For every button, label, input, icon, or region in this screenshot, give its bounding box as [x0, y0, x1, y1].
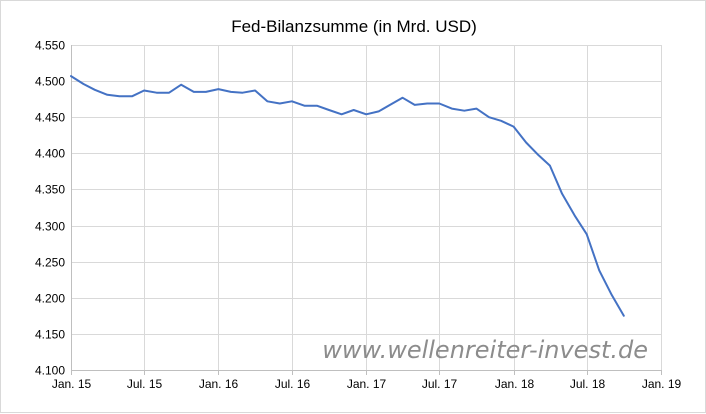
y-tick-label: 4.500	[35, 75, 65, 89]
y-tick-label: 4.100	[35, 364, 65, 378]
y-tick-label: 4.200	[35, 292, 65, 306]
x-tick-label: Jul. 16	[275, 377, 311, 391]
x-tick-label: Jan. 16	[199, 377, 239, 391]
x-tick-label: Jan. 19	[642, 377, 682, 391]
y-tick-label: 4.350	[35, 183, 65, 197]
chart-title: Fed-Bilanzsumme (in Mrd. USD)	[231, 17, 477, 36]
y-tick-label: 4.250	[35, 256, 65, 270]
watermark-text: www.wellenreiter-invest.de	[322, 336, 648, 364]
y-tick-label: 4.300	[35, 220, 65, 234]
x-tick-label: Jul. 15	[127, 377, 163, 391]
x-tick-label: Jan. 17	[347, 377, 387, 391]
series-line	[70, 75, 625, 317]
y-tick-label: 4.150	[35, 328, 65, 342]
x-tick-label: Jul. 17	[422, 377, 458, 391]
series-layer	[70, 75, 625, 317]
x-tick-label: Jan. 18	[495, 377, 535, 391]
y-tick-label: 4.450	[35, 111, 65, 125]
axes	[71, 45, 662, 375]
y-tick-label: 4.400	[35, 147, 65, 161]
x-tick-label: Jul. 18	[570, 377, 606, 391]
y-tick-label: 4.550	[35, 39, 65, 53]
tick-labels: 4.100 4.150 4.200 4.250 4.300 4.350 4.400 4.450…	[35, 39, 682, 392]
gridlines	[71, 45, 662, 370]
x-tick-label: Jan. 15	[52, 377, 92, 391]
